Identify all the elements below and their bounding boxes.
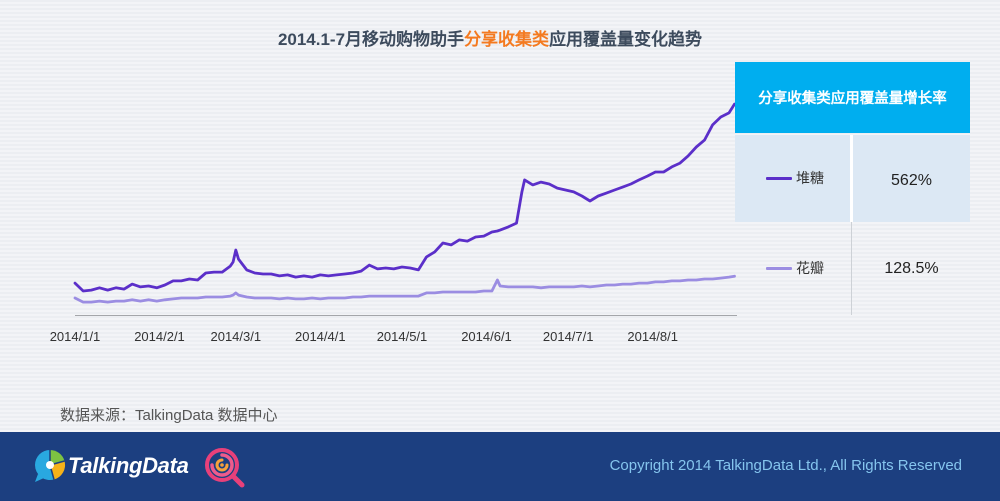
legend-cell: 堆糖 [735,135,850,222]
chart-title-tail: 应用覆盖量变化趋势 [549,30,703,49]
series-line-2 [73,274,736,304]
series-line-1 [73,102,736,293]
footer-bar: TalkingData Copyright 2014 TalkingData L… [0,432,1000,501]
x-tick-label: 2014/2/1 [134,329,185,344]
talkingdata-logo-icon [34,449,66,482]
data-source-note: 数据来源：TalkingData 数据中心 [60,407,278,424]
x-tick-label: 2014/1/1 [50,329,101,344]
chart-title: 2014.1-7月移动购物助手分享收集类应用覆盖量变化趋势 [0,29,980,51]
x-tick-label: 2014/7/1 [543,329,594,344]
x-tick-label: 2014/6/1 [461,329,512,344]
x-tick-label: 2014/5/1 [377,329,428,344]
legend-swatch [766,267,792,270]
legend-swatch [766,177,792,180]
brand-name: TalkingData [68,453,189,478]
growth-value: 562% [891,171,932,189]
swirl-magnifier-icon [205,448,245,488]
x-tick-label: 2014/8/1 [627,329,678,344]
table-divider [850,135,853,222]
legend-label: 堆糖 [796,170,824,186]
legend-label: 花瓣 [796,260,824,276]
line-chart: 2014/1/1 2014/2/1 2014/3/1 2014/4/1 2014/5/1… [50,102,737,344]
chart-title-highlight: 分享收集类 [464,30,550,49]
copyright-text: Copyright 2014 TalkingData Ltd., All Rig… [609,457,962,474]
x-tick-label: 2014/3/1 [210,329,261,344]
chart-title-lead: 2014.1-7月移动购物助手 [277,30,465,49]
growth-table-row: 花瓣 128.5% [735,222,970,315]
x-tick-label: 2014/4/1 [295,329,346,344]
growth-value: 128.5% [884,259,939,277]
growth-table-row: 堆糖 562% [735,135,970,222]
table-divider [851,222,852,315]
growth-table-header: 分享收集类应用覆盖量增长率 [735,62,970,133]
legend-cell: 花瓣 [735,222,850,315]
